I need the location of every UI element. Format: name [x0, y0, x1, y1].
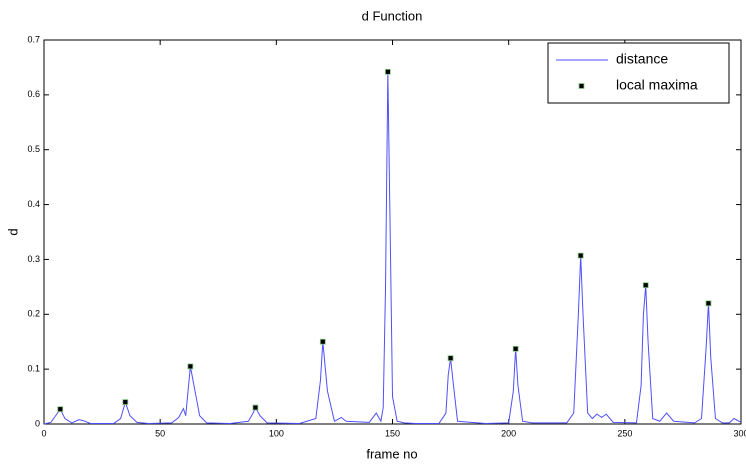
- marker: [384, 68, 391, 75]
- y-tick-label: 0: [35, 418, 40, 428]
- y-tick-label: 0.2: [27, 309, 40, 319]
- x-tick-label: 300: [733, 428, 746, 438]
- x-tick-label: 150: [385, 428, 400, 438]
- x-tick-label: 250: [617, 428, 632, 438]
- x-tick-label: 0: [41, 428, 46, 438]
- y-axis-label: d: [5, 228, 20, 235]
- y-tick-label: 0.1: [27, 364, 40, 374]
- marker: [187, 363, 194, 370]
- legend-marker: [578, 83, 585, 89]
- legend-label: distance: [616, 51, 668, 67]
- x-tick-label: 50: [155, 428, 165, 438]
- plot-area: [43, 39, 742, 425]
- x-tick-label: 100: [269, 428, 284, 438]
- y-tick-label: 0.5: [27, 144, 40, 154]
- marker: [57, 406, 64, 413]
- marker: [577, 252, 584, 259]
- x-tick-label: 200: [501, 428, 516, 438]
- legend-label: local maxima: [616, 77, 698, 93]
- y-tick-label: 0.7: [27, 34, 40, 44]
- marker: [705, 300, 712, 307]
- marker: [642, 282, 649, 289]
- y-tick-label: 0.6: [27, 89, 40, 99]
- marker: [512, 345, 519, 352]
- marker: [252, 404, 259, 411]
- chart-title: d Function: [362, 8, 423, 23]
- y-tick-label: 0.3: [27, 254, 40, 264]
- y-tick-label: 0.4: [27, 199, 40, 209]
- marker: [319, 338, 326, 345]
- legend: [547, 42, 730, 104]
- marker: [447, 355, 454, 362]
- x-axis-label: frame no: [366, 446, 417, 461]
- marker: [122, 399, 129, 405]
